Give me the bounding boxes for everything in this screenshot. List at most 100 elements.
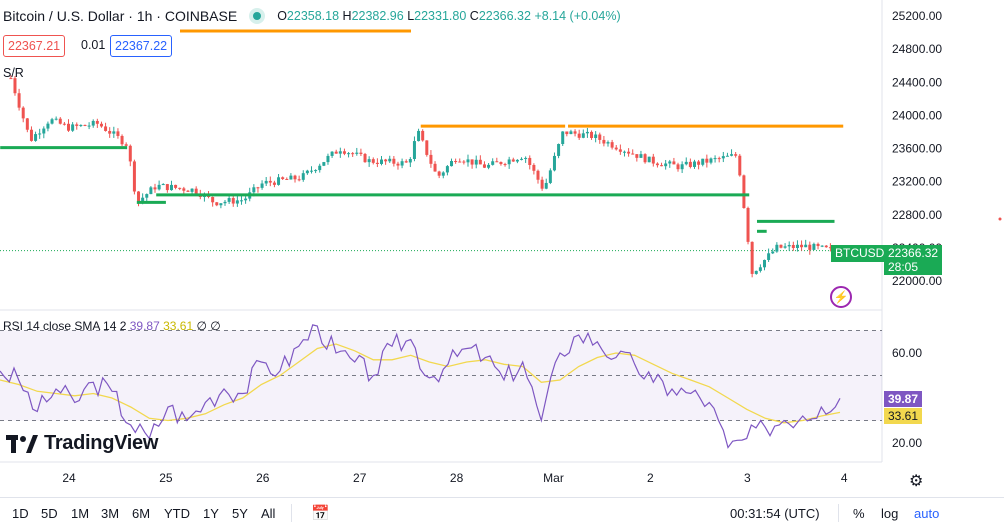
candle-body bbox=[272, 182, 276, 185]
chart-canvas[interactable]: 22000.0022400.0022800.0023200.0023600.00… bbox=[0, 0, 1004, 497]
sell-button[interactable]: 22367.21 bbox=[3, 35, 66, 57]
candle-body bbox=[544, 182, 548, 189]
candle-body bbox=[264, 180, 268, 184]
candle-body bbox=[655, 163, 659, 166]
price-tick-label: 24000.00 bbox=[892, 108, 942, 122]
candle-body bbox=[482, 164, 486, 168]
candle-body bbox=[581, 133, 585, 138]
utc-clock[interactable]: 00:31:54 (UTC) bbox=[730, 506, 820, 521]
candle-body bbox=[795, 244, 799, 248]
candle-body bbox=[787, 244, 791, 247]
candle-body bbox=[536, 170, 540, 180]
range-ytd[interactable]: YTD bbox=[164, 506, 190, 521]
candle-body bbox=[647, 156, 651, 163]
candle-body bbox=[9, 78, 13, 80]
price-tick-label: 23600.00 bbox=[892, 142, 942, 156]
candle-body bbox=[186, 190, 190, 192]
range-1m[interactable]: 1M bbox=[71, 506, 90, 521]
candle-body bbox=[314, 170, 318, 172]
candle-body bbox=[268, 180, 272, 183]
candle-body bbox=[660, 165, 664, 167]
symbol-title[interactable]: Bitcoin / U.S. Dollar · 1h · COINBASE bbox=[3, 8, 238, 24]
candle-body bbox=[281, 177, 285, 179]
rsi-legend[interactable]: RSI 14 close SMA 14 2 39.87 33.61 ∅ ∅ bbox=[3, 319, 221, 333]
candle-body bbox=[277, 177, 281, 185]
range-1d[interactable]: 1D bbox=[12, 506, 29, 521]
auto-scale-toggle[interactable]: auto bbox=[914, 506, 940, 521]
candle-body bbox=[429, 154, 433, 164]
candle-body bbox=[211, 196, 215, 203]
candle-body bbox=[639, 154, 643, 158]
candle-body bbox=[305, 170, 309, 174]
logo-text: TradingView bbox=[44, 432, 159, 454]
range-5d[interactable]: 5D bbox=[41, 506, 58, 521]
sr-indicator-label[interactable]: S/R bbox=[3, 66, 24, 80]
edge-marker bbox=[998, 217, 1002, 221]
range-1y[interactable]: 1Y bbox=[203, 506, 219, 521]
rsi-name: RSI 14 close SMA 14 2 bbox=[3, 319, 127, 333]
log-scale-toggle[interactable]: log bbox=[881, 506, 899, 521]
calendar-range-icon[interactable]: 📅 bbox=[311, 505, 330, 522]
candle-body bbox=[828, 247, 832, 249]
candle-body bbox=[108, 130, 112, 134]
percent-scale-toggle[interactable]: % bbox=[853, 506, 865, 521]
candle-body bbox=[351, 153, 355, 155]
candle-body bbox=[342, 151, 346, 154]
candle-body bbox=[450, 161, 454, 167]
candle-body bbox=[174, 184, 178, 188]
candle-body bbox=[404, 161, 408, 163]
candle-body bbox=[363, 153, 367, 163]
candle-body bbox=[816, 243, 820, 247]
time-tick-label: Mar bbox=[543, 471, 564, 485]
candle-body bbox=[548, 170, 552, 183]
range-5y[interactable]: 5Y bbox=[232, 506, 248, 521]
tradingview-logo[interactable]: TradingView bbox=[6, 432, 158, 455]
candle-body bbox=[470, 159, 474, 165]
candle-body bbox=[515, 159, 519, 162]
candle-body bbox=[347, 153, 351, 155]
candle-body bbox=[606, 142, 610, 144]
rsi-sma-tag: 33.61 bbox=[884, 408, 923, 424]
candle-body bbox=[725, 155, 729, 157]
candle-body bbox=[610, 142, 614, 148]
candle-body bbox=[83, 124, 87, 126]
bottom-toolbar: 1D 5D 1M 3M 6M YTD 1Y 5Y All 📅 00:31:54 … bbox=[0, 497, 1004, 530]
range-3m[interactable]: 3M bbox=[101, 506, 120, 521]
candle-body bbox=[34, 134, 38, 141]
lightning-icon[interactable]: ⚡ bbox=[830, 286, 852, 308]
low-value: 22331.80 bbox=[414, 9, 467, 23]
candle-body bbox=[775, 244, 779, 252]
rsi-value-tag: 39.87 bbox=[884, 391, 923, 407]
candle-body bbox=[664, 163, 668, 167]
buy-button[interactable]: 22367.22 bbox=[110, 35, 173, 57]
time-tick-label: 2 bbox=[647, 471, 654, 485]
candle-body bbox=[244, 198, 248, 201]
candle-body bbox=[95, 120, 99, 124]
candle-body bbox=[425, 140, 429, 155]
candle-body bbox=[153, 187, 157, 190]
range-all[interactable]: All bbox=[261, 506, 276, 521]
candle-body bbox=[602, 139, 606, 144]
candle-body bbox=[75, 124, 79, 126]
candle-body bbox=[260, 183, 264, 188]
market-status-icon[interactable] bbox=[253, 12, 262, 20]
candle-body bbox=[67, 123, 71, 131]
rsi-line bbox=[0, 324, 841, 449]
candle-body bbox=[474, 159, 478, 165]
candle-body bbox=[808, 244, 812, 250]
candle-body bbox=[618, 149, 622, 152]
candle-body bbox=[750, 241, 754, 274]
range-6m[interactable]: 6M bbox=[132, 506, 151, 521]
candle-body bbox=[79, 124, 83, 126]
candle-body bbox=[495, 161, 499, 163]
candle-body bbox=[524, 157, 528, 159]
candle-body bbox=[437, 171, 441, 176]
settings-gear-icon[interactable]: ⚙ bbox=[909, 473, 924, 490]
candle-body bbox=[511, 159, 515, 162]
time-tick-label: 28 bbox=[450, 471, 464, 485]
candle-body bbox=[149, 187, 153, 195]
candle-body bbox=[417, 130, 421, 142]
candle-body bbox=[54, 118, 58, 120]
time-tick-label: 26 bbox=[256, 471, 270, 485]
candle-body bbox=[561, 131, 565, 145]
